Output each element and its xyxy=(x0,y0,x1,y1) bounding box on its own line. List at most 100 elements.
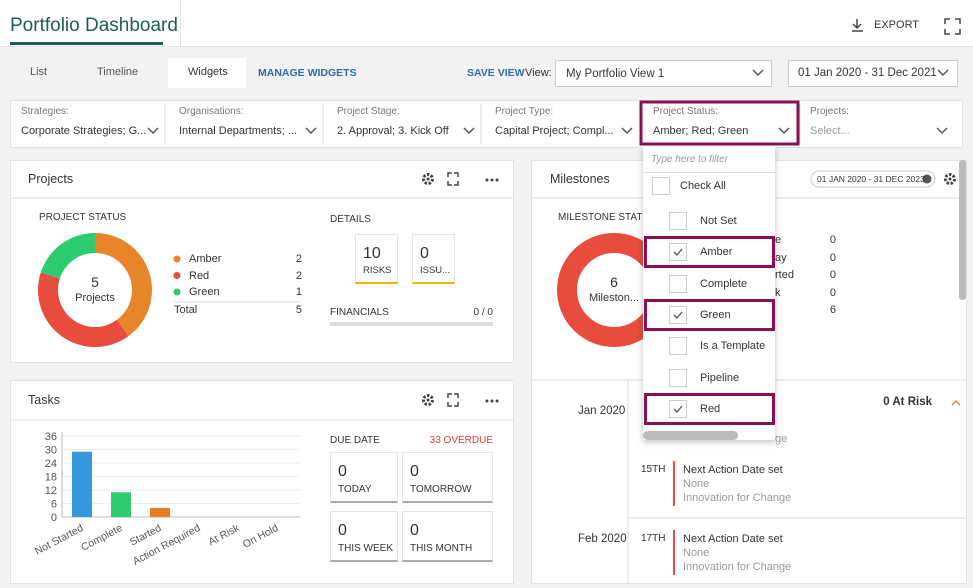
active-tab[interactable] xyxy=(168,58,246,88)
financial-bar xyxy=(330,322,493,326)
status-count: 0 xyxy=(829,286,836,299)
tile-value: 0 xyxy=(410,463,419,480)
export-icon[interactable] xyxy=(852,19,863,32)
option-label[interactable]: Complete xyxy=(700,277,748,290)
section-title: DETAILS xyxy=(330,214,371,225)
tile-label: RISKS xyxy=(363,265,392,276)
x-tick-label: On Hold xyxy=(241,522,281,551)
tasks-panel xyxy=(10,380,514,584)
due-tile[interactable] xyxy=(330,511,398,562)
option-label[interactable]: Green xyxy=(700,308,731,321)
option-label[interactable]: Amber xyxy=(700,246,733,259)
date-chip[interactable] xyxy=(810,170,936,188)
chevron[interactable] xyxy=(752,69,764,77)
tab[interactable]: List xyxy=(30,66,48,78)
page-title: Portfolio Dashboard xyxy=(10,15,178,36)
detail-tile[interactable] xyxy=(355,234,398,284)
expand-icon xyxy=(447,393,459,407)
item-fragment: ge xyxy=(775,433,788,445)
checkbox[interactable] xyxy=(669,243,687,262)
export-button[interactable]: EXPORT xyxy=(874,19,920,31)
y-tick-label: 24 xyxy=(45,458,57,470)
financials-value: 0 / 0 xyxy=(473,307,493,318)
view-select[interactable] xyxy=(555,60,772,87)
title-underline xyxy=(10,42,163,45)
legend-name: Red xyxy=(189,269,210,282)
checkbox[interactable] xyxy=(669,399,687,418)
chevron[interactable] xyxy=(147,127,159,135)
donut-segment xyxy=(95,233,152,337)
chevron[interactable] xyxy=(936,127,948,135)
total-label: Total xyxy=(174,304,198,316)
filter-label: Project Status: xyxy=(653,106,719,117)
chevron[interactable] xyxy=(937,69,949,77)
bar xyxy=(111,492,131,517)
item-project: Innovation for Change xyxy=(683,492,792,504)
due-tile[interactable] xyxy=(330,452,398,503)
checkbox[interactable] xyxy=(669,212,687,230)
filter-value[interactable]: Internal Departments; ... xyxy=(179,125,297,137)
view-value: My Portfolio View 1 xyxy=(566,68,665,80)
filter-value[interactable]: Select... xyxy=(810,125,850,137)
status-name: e xyxy=(775,234,782,246)
y-tick-label: 0 xyxy=(51,512,57,524)
filter-value[interactable]: Capital Project; Compl... xyxy=(495,125,614,137)
date-select[interactable] xyxy=(788,60,958,87)
checkbox[interactable] xyxy=(669,305,687,324)
filter-label: Project Type: xyxy=(495,106,554,117)
menu-dot xyxy=(490,178,494,182)
status-name: ay xyxy=(775,251,787,264)
bar xyxy=(150,508,170,517)
tile-label: THIS MONTH xyxy=(410,543,473,554)
option-label[interactable]: Red xyxy=(700,402,721,415)
bar xyxy=(72,451,92,517)
filter-value[interactable]: Corporate Strategies; G... xyxy=(21,125,147,137)
checkbox[interactable] xyxy=(669,368,687,387)
chevron[interactable] xyxy=(463,127,475,135)
detail-tile[interactable] xyxy=(412,234,455,284)
item-title[interactable]: Next Action Date set xyxy=(683,533,783,545)
save-view-link[interactable]: SAVE VIEW xyxy=(467,67,525,79)
check-all[interactable]: Check All xyxy=(680,180,726,192)
filter-input[interactable]: Type here to filter xyxy=(651,154,729,165)
due-tile[interactable] xyxy=(402,452,493,503)
tab[interactable]: Widgets xyxy=(188,66,228,78)
tile-value: 0 xyxy=(420,245,429,262)
date-range: 01 Jan 2020 - 31 Dec 2021 xyxy=(798,67,937,79)
option-label[interactable]: Is a Template xyxy=(700,340,766,353)
legend-name: Amber xyxy=(189,253,222,265)
item-day: 17TH xyxy=(641,533,666,544)
due-tile[interactable] xyxy=(402,511,493,562)
x-tick-label: Not Started xyxy=(33,522,86,558)
total-value: 5 xyxy=(295,304,302,316)
header-bar xyxy=(0,0,973,47)
fullscreen-icon[interactable] xyxy=(944,18,961,35)
highlight xyxy=(639,100,800,146)
checkbox[interactable] xyxy=(669,274,687,293)
chevron[interactable] xyxy=(305,127,317,135)
option-label[interactable]: Pipeline xyxy=(700,371,740,384)
checkbox[interactable] xyxy=(652,177,670,195)
checkbox[interactable] xyxy=(669,337,687,356)
menu-dot xyxy=(485,399,489,403)
chevron[interactable] xyxy=(778,127,790,135)
section-title: PROJECT STATUS xyxy=(39,212,127,223)
scrollbar[interactable] xyxy=(643,431,738,440)
option-label[interactable]: Not Set xyxy=(700,215,737,227)
chevron[interactable] xyxy=(951,399,961,406)
checkmark xyxy=(673,311,683,319)
filter-value[interactable]: 2. Approval; 3. Kick Off xyxy=(337,125,449,137)
tile-value: 0 xyxy=(338,463,347,480)
scrollbar[interactable] xyxy=(959,160,966,300)
manage-widgets-link[interactable]: MANAGE WIDGETS xyxy=(258,67,357,79)
section-title: DUE DATE xyxy=(330,435,380,446)
chevron[interactable] xyxy=(621,127,633,135)
checkmark xyxy=(673,248,683,257)
tab[interactable]: Timeline xyxy=(97,66,139,78)
chip-clear[interactable] xyxy=(922,174,932,184)
x-tick-label: At Risk xyxy=(206,522,242,549)
widget-icons xyxy=(422,172,956,407)
filter-value[interactable]: Amber; Red; Green xyxy=(653,125,749,137)
item-title[interactable]: Next Action Date set xyxy=(683,464,783,476)
